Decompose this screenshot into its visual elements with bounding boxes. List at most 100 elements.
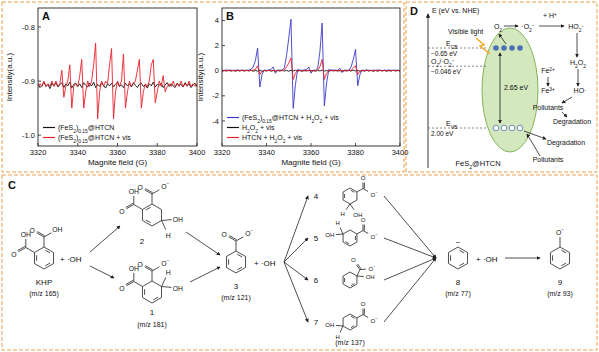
atom-label: O (361, 217, 366, 223)
legend-entry: (FeS2)0.15@HTCN + vis (58, 134, 131, 144)
bond (350, 326, 357, 330)
legend-entry: (FeS2)0.15@HTCN (58, 124, 114, 134)
text-run: O (361, 217, 366, 223)
compound-label: KHP (36, 278, 52, 287)
text-run: (FeS (58, 124, 74, 132)
compound-label: 1 (150, 308, 155, 317)
atom-label: O (11, 251, 16, 258)
level-name: O2/·O2− (431, 58, 455, 68)
arrow (384, 258, 436, 322)
atom-label: OH (173, 284, 183, 291)
double-bond (459, 250, 464, 253)
bond (560, 237, 561, 247)
double-bond (145, 266, 152, 270)
double-bond (344, 278, 345, 282)
species: O2 (494, 23, 502, 33)
text-run: − (167, 181, 170, 186)
bond (448, 247, 458, 253)
panel-border (2, 175, 597, 350)
bond (226, 251, 236, 257)
text-run: H (166, 269, 171, 276)
text-run: − (375, 190, 378, 195)
text-run: · (581, 23, 583, 30)
species: ·O2− (521, 23, 535, 33)
double-bond (37, 232, 44, 236)
text-run: HTCN + H (242, 134, 274, 141)
bond (362, 225, 363, 231)
bond (569, 253, 570, 264)
bond (236, 237, 243, 241)
legend-swatch (43, 127, 55, 128)
arrow (562, 97, 572, 103)
x-tick-label: 3400 (392, 148, 409, 157)
bond (133, 196, 134, 205)
text-run: − (561, 227, 564, 232)
bond (360, 269, 366, 271)
plot-lines (38, 43, 197, 119)
bond (134, 282, 143, 287)
material-label: FeS2@HTCN (455, 159, 500, 170)
level-value: 2.00 eV (431, 130, 454, 137)
bond (356, 234, 357, 242)
molecule: O−9(m/z 93) (547, 227, 573, 298)
reagent: + ·OH (476, 255, 498, 264)
atom-label: O (221, 231, 226, 238)
bond (152, 190, 159, 194)
bond (142, 298, 152, 304)
text-run: −0.65 eV (431, 50, 458, 57)
bond (448, 264, 458, 270)
text-run: H (341, 211, 345, 217)
bond (357, 276, 364, 278)
species: HO· (574, 87, 587, 94)
text-run: (FeS (242, 114, 258, 122)
atom-label: H (166, 231, 171, 238)
molecule: OO−OHH5 (314, 217, 378, 246)
chart-panel: 33203340336033803400-4-2024BMagnite fiel… (196, 8, 408, 167)
bond (142, 204, 152, 210)
text-run: − (375, 316, 378, 321)
double-bond (355, 236, 356, 240)
hole (493, 125, 499, 131)
molecule: OO−OH6 (314, 257, 376, 288)
text-run: − (456, 238, 461, 247)
bond (340, 228, 343, 234)
text-run: O (221, 231, 226, 238)
bond (53, 253, 54, 264)
panel-border (2, 2, 404, 172)
bond (356, 318, 357, 326)
double-bond (561, 250, 566, 253)
light-bolt (476, 38, 490, 54)
double-bond (18, 246, 25, 250)
bond (357, 315, 363, 319)
bond (343, 188, 350, 192)
bond (26, 248, 35, 253)
bond (350, 188, 357, 192)
text-run: − (452, 58, 455, 63)
atom-label: O− (245, 228, 253, 237)
compound-label: 7 (314, 318, 319, 327)
text-run: /·O (439, 58, 449, 65)
arrow (527, 134, 540, 156)
compound-label: 4 (314, 192, 319, 201)
x-tick-label: 3340 (258, 148, 275, 157)
x-axis-label: Magnite field (G) (88, 158, 147, 167)
species: Degradation (547, 139, 585, 147)
bond (161, 210, 162, 221)
arrow (384, 258, 436, 280)
text-run: Degradation (553, 118, 591, 126)
species: Fe2+ (541, 67, 555, 75)
double-bond (351, 190, 354, 192)
plot-frame (38, 8, 197, 146)
text-run: 2 (583, 64, 586, 69)
legend-swatch (227, 117, 239, 118)
bond (236, 241, 237, 251)
bond (467, 253, 468, 264)
double-bond (459, 263, 464, 266)
bond (350, 200, 357, 204)
species: Pollutants (533, 156, 564, 163)
bond (356, 276, 357, 284)
double-bond (144, 289, 145, 294)
text-run: HO· (574, 87, 587, 94)
bond (356, 192, 357, 200)
bond (152, 298, 162, 304)
